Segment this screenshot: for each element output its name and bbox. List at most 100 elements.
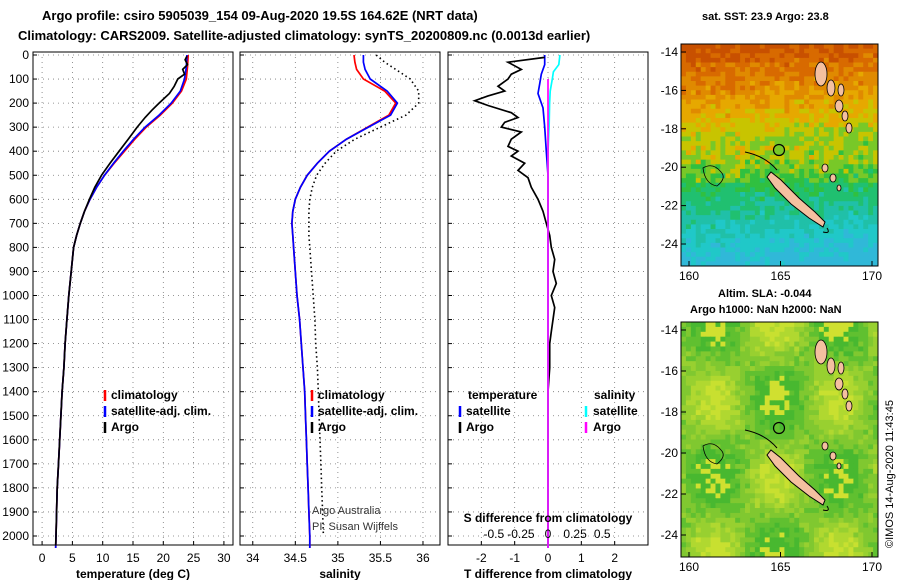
map-cell xyxy=(794,192,800,198)
map-cell xyxy=(813,256,820,262)
map-cell xyxy=(730,454,736,460)
map-cell xyxy=(681,331,687,338)
map-cell xyxy=(725,94,731,101)
map-cell xyxy=(863,53,869,59)
map-cell xyxy=(749,57,756,64)
map-cell xyxy=(813,449,820,455)
map-cell xyxy=(848,508,854,514)
map-cell xyxy=(838,145,845,151)
map-cell xyxy=(705,468,712,475)
map-cell xyxy=(853,434,859,440)
map-cell xyxy=(794,400,800,406)
map-cell xyxy=(715,85,721,91)
map-cell xyxy=(853,527,859,534)
salinity-tick-label: 0 xyxy=(545,527,552,541)
map-cell xyxy=(818,424,825,431)
map-cell xyxy=(838,252,845,258)
map-cell xyxy=(823,261,830,267)
map-cell xyxy=(749,173,756,179)
map-cell xyxy=(863,542,869,548)
map-cell xyxy=(740,224,746,230)
map-cell xyxy=(873,415,879,421)
map-cell xyxy=(735,463,741,470)
map-cell xyxy=(813,94,820,101)
map-cell xyxy=(833,196,840,202)
map-cell xyxy=(799,542,805,548)
map-cell xyxy=(730,380,736,387)
map-cell xyxy=(863,122,869,128)
map-cell xyxy=(873,127,879,133)
map-cell xyxy=(784,178,790,184)
map-cell xyxy=(735,552,741,558)
map-cell xyxy=(833,192,840,198)
map-cell xyxy=(833,136,840,142)
map-cell xyxy=(754,356,761,362)
map-cell xyxy=(873,261,879,267)
map-cell xyxy=(799,512,805,519)
map-cell xyxy=(794,99,800,105)
map-cell xyxy=(843,233,849,239)
map-cell xyxy=(710,113,716,119)
map-cell xyxy=(779,201,785,207)
map-cell xyxy=(695,53,702,59)
map-cell xyxy=(868,463,874,470)
map-lat-label: -16 xyxy=(661,83,679,97)
map-cell xyxy=(754,336,761,343)
map-cell xyxy=(685,326,692,333)
map-cell xyxy=(681,346,687,352)
map-cell xyxy=(740,261,746,267)
map-cell xyxy=(735,247,741,253)
map-cell xyxy=(818,380,825,387)
map-cell xyxy=(700,336,707,343)
title-line-1: Argo profile: csiro 5905039_154 09-Aug-2… xyxy=(42,8,478,23)
map-cell xyxy=(813,463,820,470)
map-cell xyxy=(681,247,687,253)
map-cell xyxy=(804,127,810,133)
map-cell xyxy=(720,498,726,504)
map-cell xyxy=(710,503,716,509)
map-cell xyxy=(779,150,785,156)
map-cell xyxy=(685,424,692,431)
map-cell xyxy=(813,532,820,538)
map-cell xyxy=(813,439,820,445)
map-cell xyxy=(828,517,835,524)
map-cell xyxy=(745,375,751,382)
map-cell xyxy=(705,118,712,124)
map-cell xyxy=(863,429,869,436)
map-cell xyxy=(759,503,766,509)
map-cell xyxy=(833,366,840,372)
map-cell xyxy=(799,454,805,460)
map-cell xyxy=(720,81,726,87)
map-cell xyxy=(804,76,810,82)
map-cell xyxy=(789,542,795,548)
map-cell xyxy=(725,473,731,480)
map-cell xyxy=(848,85,854,91)
map-cell xyxy=(853,473,859,480)
map-cell xyxy=(853,224,859,230)
map-cell xyxy=(774,108,780,114)
map-cell xyxy=(868,370,874,377)
map-cell xyxy=(749,395,756,401)
map-cell xyxy=(685,127,692,133)
map-cell xyxy=(735,366,741,372)
map-cell xyxy=(710,164,716,170)
map-cell xyxy=(843,150,849,156)
map-cell xyxy=(690,326,697,333)
map-cell xyxy=(720,463,726,470)
map-cell xyxy=(690,444,697,450)
map-cell xyxy=(681,512,687,519)
map-cell xyxy=(818,459,825,465)
map-cell xyxy=(863,145,869,151)
map-cell xyxy=(710,99,716,105)
map-cell xyxy=(725,242,731,249)
map-cell xyxy=(818,444,825,450)
map-cell xyxy=(759,145,766,151)
map-cell xyxy=(759,219,766,225)
map-cell xyxy=(710,127,716,133)
map-cell xyxy=(740,400,746,406)
map-cell xyxy=(853,57,859,64)
map-cell xyxy=(730,155,736,161)
map-cell xyxy=(735,503,741,509)
map-cell xyxy=(833,210,840,216)
map-cell xyxy=(725,483,731,489)
